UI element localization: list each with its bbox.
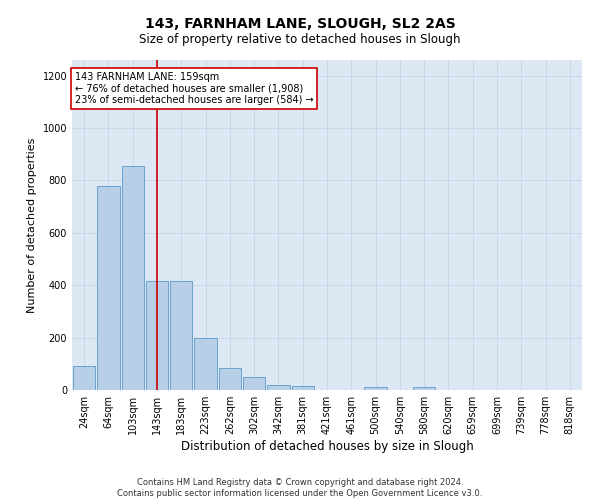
Bar [218,368,241,390]
Bar [413,388,436,390]
Bar [267,385,290,390]
Bar [146,282,168,390]
Bar [292,386,314,390]
Bar [364,388,387,390]
Bar [243,377,265,390]
Text: Size of property relative to detached houses in Slough: Size of property relative to detached ho… [139,32,461,46]
Bar [73,366,95,390]
Y-axis label: Number of detached properties: Number of detached properties [27,138,37,312]
Bar [97,186,119,390]
Text: 143, FARNHAM LANE, SLOUGH, SL2 2AS: 143, FARNHAM LANE, SLOUGH, SL2 2AS [145,18,455,32]
Text: Contains HM Land Registry data © Crown copyright and database right 2024.
Contai: Contains HM Land Registry data © Crown c… [118,478,482,498]
Bar [170,282,193,390]
Bar [122,166,144,390]
Bar [194,338,217,390]
Text: 143 FARNHAM LANE: 159sqm
← 76% of detached houses are smaller (1,908)
23% of sem: 143 FARNHAM LANE: 159sqm ← 76% of detach… [74,72,313,105]
X-axis label: Distribution of detached houses by size in Slough: Distribution of detached houses by size … [181,440,473,453]
